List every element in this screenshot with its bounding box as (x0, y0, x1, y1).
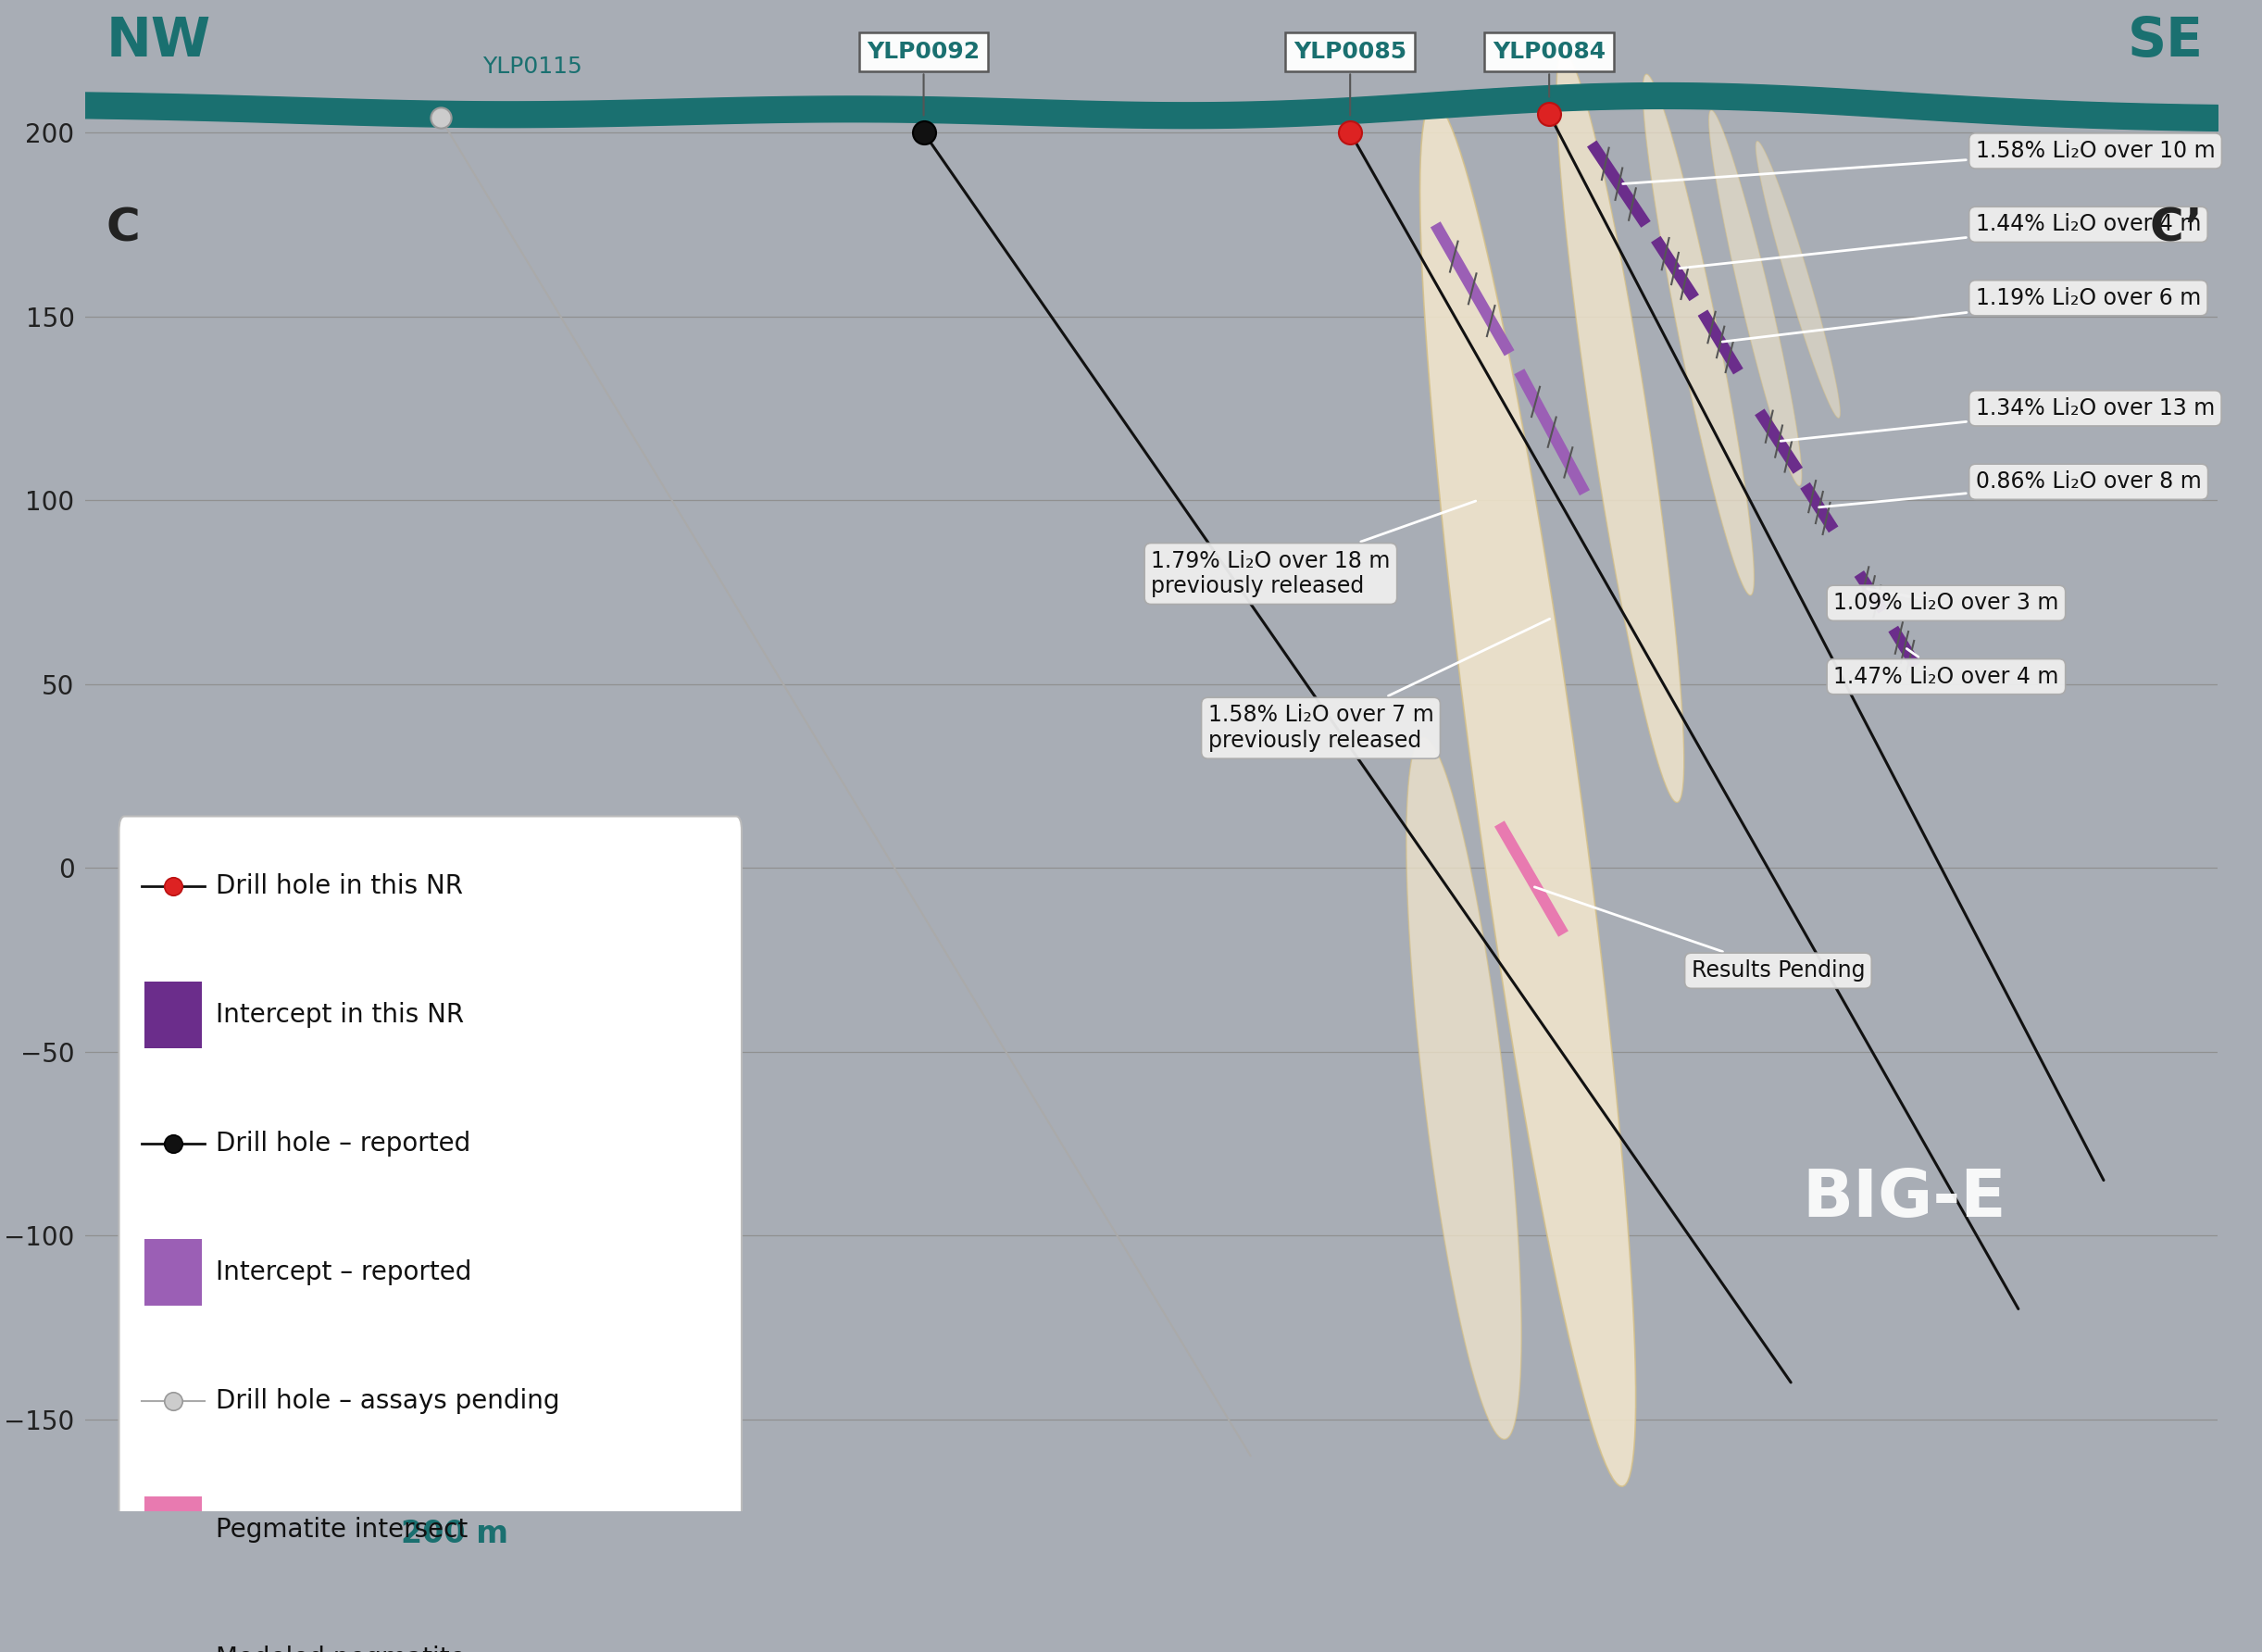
FancyBboxPatch shape (120, 816, 742, 1652)
FancyBboxPatch shape (145, 1239, 201, 1305)
FancyBboxPatch shape (145, 981, 201, 1047)
Text: Drill hole in this NR: Drill hole in this NR (215, 874, 464, 899)
Text: Drill hole – reported: Drill hole – reported (215, 1130, 470, 1156)
Text: 1.09% Li₂O over 3 m: 1.09% Li₂O over 3 m (1834, 588, 2058, 615)
Text: Intercept – reported: Intercept – reported (215, 1259, 470, 1285)
Text: Results Pending: Results Pending (1534, 887, 1864, 981)
FancyBboxPatch shape (145, 1626, 201, 1652)
FancyBboxPatch shape (145, 1497, 201, 1563)
Text: SE: SE (2126, 15, 2203, 68)
Text: Intercept in this NR: Intercept in this NR (215, 1001, 464, 1028)
Text: Modeled pegmatite: Modeled pegmatite (215, 1645, 466, 1652)
Text: NW: NW (106, 15, 210, 68)
Text: YLP0115: YLP0115 (482, 55, 584, 78)
Text: 0.86% Li₂O over 8 m: 0.86% Li₂O over 8 m (1819, 471, 2201, 507)
Polygon shape (1556, 51, 1683, 803)
Polygon shape (1642, 74, 1753, 595)
Polygon shape (1755, 140, 1841, 418)
Text: YLP0085: YLP0085 (1294, 41, 1407, 116)
Text: 1.79% Li₂O over 18 m
previously released: 1.79% Li₂O over 18 m previously released (1151, 501, 1475, 598)
Text: YLP0084: YLP0084 (1493, 41, 1606, 97)
Polygon shape (1407, 737, 1522, 1439)
Text: BIG-E: BIG-E (1803, 1166, 2006, 1231)
Text: 1.47% Li₂O over 4 m: 1.47% Li₂O over 4 m (1834, 649, 2058, 687)
Text: 200 m: 200 m (400, 1518, 509, 1550)
Text: Pegmatite intersect: Pegmatite intersect (215, 1517, 468, 1543)
Polygon shape (1708, 111, 1803, 486)
Text: 1.19% Li₂O over 6 m: 1.19% Li₂O over 6 m (1721, 287, 2201, 342)
Text: 1.58% Li₂O over 10 m: 1.58% Li₂O over 10 m (1622, 140, 2214, 183)
Text: YLP0092: YLP0092 (866, 41, 979, 116)
Text: 1.44% Li₂O over 4 m: 1.44% Li₂O over 4 m (1681, 213, 2201, 268)
Polygon shape (1421, 102, 1635, 1487)
Text: Drill hole – assays pending: Drill hole – assays pending (215, 1388, 559, 1414)
Text: 1.58% Li₂O over 7 m
previously released: 1.58% Li₂O over 7 m previously released (1208, 620, 1549, 752)
Text: 1.34% Li₂O over 13 m: 1.34% Li₂O over 13 m (1780, 396, 2214, 441)
Text: C: C (106, 206, 140, 251)
Text: C’: C’ (2149, 206, 2203, 251)
